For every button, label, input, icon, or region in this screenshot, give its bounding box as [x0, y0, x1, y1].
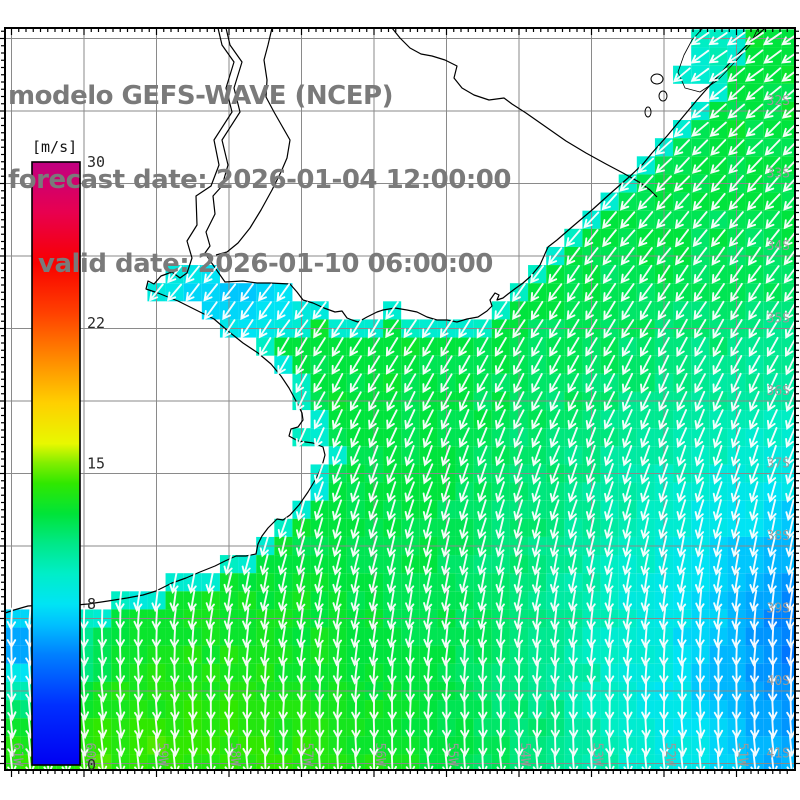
- svg-text:40S: 40S: [767, 674, 790, 689]
- map-frame: [4, 27, 796, 771]
- svg-text:39S: 39S: [767, 602, 790, 617]
- svg-text:52W: 52W: [662, 743, 677, 767]
- svg-text:54W: 54W: [517, 743, 532, 767]
- svg-text:22: 22: [87, 314, 105, 332]
- svg-text:37S: 37S: [767, 457, 790, 472]
- svg-text:55W: 55W: [445, 743, 460, 767]
- svg-text:61W: 61W: [10, 743, 25, 767]
- svg-text:53W: 53W: [590, 743, 605, 767]
- svg-text:59W: 59W: [155, 743, 170, 767]
- svg-text:35S: 35S: [767, 312, 790, 327]
- svg-text:32S: 32S: [767, 94, 790, 109]
- svg-text:38S: 38S: [767, 529, 790, 544]
- svg-text:51W: 51W: [735, 743, 750, 767]
- svg-text:[m/s]: [m/s]: [32, 138, 77, 156]
- valid-date: valid date: 2026-01-10 06:00:00: [38, 249, 493, 279]
- svg-text:57W: 57W: [300, 743, 315, 767]
- svg-text:36S: 36S: [767, 384, 790, 399]
- svg-text:15: 15: [87, 455, 105, 473]
- svg-text:56W: 56W: [372, 743, 387, 767]
- lat-lon-labels: 61W 60W 59W 58W 57W 56W 55W 54W 53W 52W 51W 32S 33S 3…: [10, 94, 791, 766]
- forecast-date: forecast date: 2026-01-04 12:00:00: [8, 165, 511, 195]
- svg-text:58W: 58W: [227, 743, 242, 767]
- wind-arrows-layer: [6, 31, 795, 770]
- map-title-block: modelo GEFS-WAVE (NCEP) forecast date: 2…: [8, 26, 511, 334]
- svg-text:34S: 34S: [767, 239, 790, 254]
- model-name: modelo GEFS-WAVE (NCEP): [8, 81, 393, 111]
- svg-text:33S: 33S: [767, 167, 790, 182]
- svg-text:0: 0: [87, 756, 96, 774]
- svg-text:8: 8: [87, 595, 96, 613]
- svg-text:30: 30: [87, 153, 105, 171]
- svg-text:41S: 41S: [767, 747, 790, 762]
- svg-text:60W: 60W: [82, 743, 97, 767]
- colorbar: [m/s] 30 22 15 8 0: [31, 138, 105, 774]
